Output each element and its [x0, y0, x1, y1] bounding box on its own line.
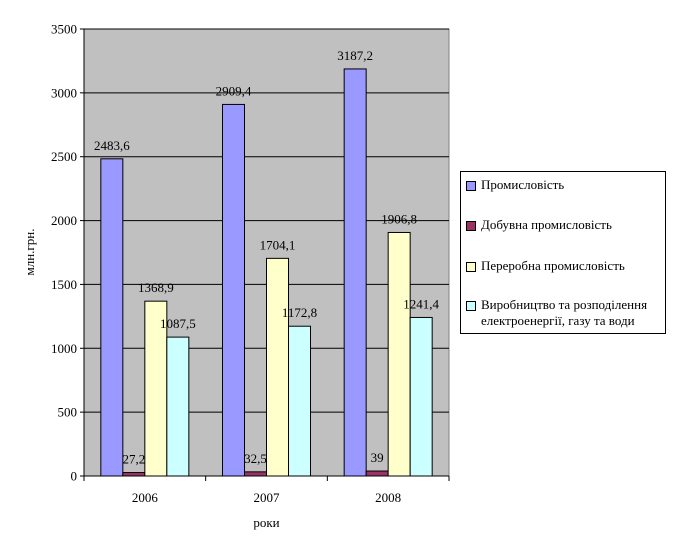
- data-label: 1087,5: [160, 316, 196, 331]
- data-label: 2909,4: [216, 83, 252, 98]
- bar: [266, 257, 289, 477]
- y-tick-label: 1500: [51, 277, 77, 292]
- bar: [222, 103, 245, 477]
- bar: [409, 316, 433, 477]
- legend-label: Переробна промисловість: [481, 258, 625, 273]
- legend-item: Переробна промисловість: [466, 258, 661, 274]
- data-label: 1906,8: [381, 211, 417, 226]
- x-tick-label: 2008: [375, 490, 401, 505]
- legend-swatch: [466, 221, 476, 231]
- bar: [100, 158, 124, 477]
- bar: [122, 472, 146, 477]
- legend-swatch: [466, 181, 476, 191]
- data-label: 2483,6: [94, 138, 130, 153]
- data-label: 3187,2: [337, 48, 373, 63]
- legend-item: Виробництво та розподілення електроенерг…: [466, 297, 661, 329]
- legend-label: Промисловість: [481, 177, 565, 192]
- data-label: 1172,8: [282, 305, 317, 320]
- y-tick-label: 2000: [51, 213, 77, 228]
- legend-item: Промисловість: [466, 177, 661, 193]
- x-axis-title: роки: [253, 515, 279, 530]
- data-label: 39: [371, 450, 384, 465]
- data-label: 32,5: [244, 451, 267, 466]
- x-tick-label: 2006: [132, 490, 159, 505]
- y-tick-label: 0: [71, 469, 78, 484]
- y-tick-label: 2500: [51, 149, 77, 164]
- legend-label: Добувна промисловість: [481, 217, 612, 232]
- bar: [387, 231, 411, 477]
- y-axis-title: млн.грн.: [22, 229, 37, 276]
- y-tick-label: 3500: [51, 22, 77, 37]
- data-label: 1704,1: [260, 237, 296, 252]
- bar: [343, 68, 367, 477]
- y-tick-label: 500: [58, 405, 78, 420]
- x-tick-label: 2007: [254, 490, 281, 505]
- bar: [166, 336, 190, 477]
- data-label: 1241,4: [403, 296, 439, 311]
- legend-item: Добувна промисловість: [466, 217, 661, 233]
- legend-swatch: [466, 301, 476, 311]
- legend: Промисловість Добувна промисловість Переро…: [460, 171, 666, 334]
- legend-label: Виробництво та розподілення електроенерг…: [481, 297, 648, 328]
- bar: [244, 471, 267, 477]
- y-tick-label: 1000: [51, 341, 77, 356]
- data-label: 27,2: [122, 452, 145, 467]
- bar: [365, 470, 389, 477]
- bar: [288, 325, 311, 477]
- legend-swatch: [466, 262, 476, 272]
- data-label: 1368,9: [138, 280, 174, 295]
- y-tick-label: 3000: [51, 85, 77, 100]
